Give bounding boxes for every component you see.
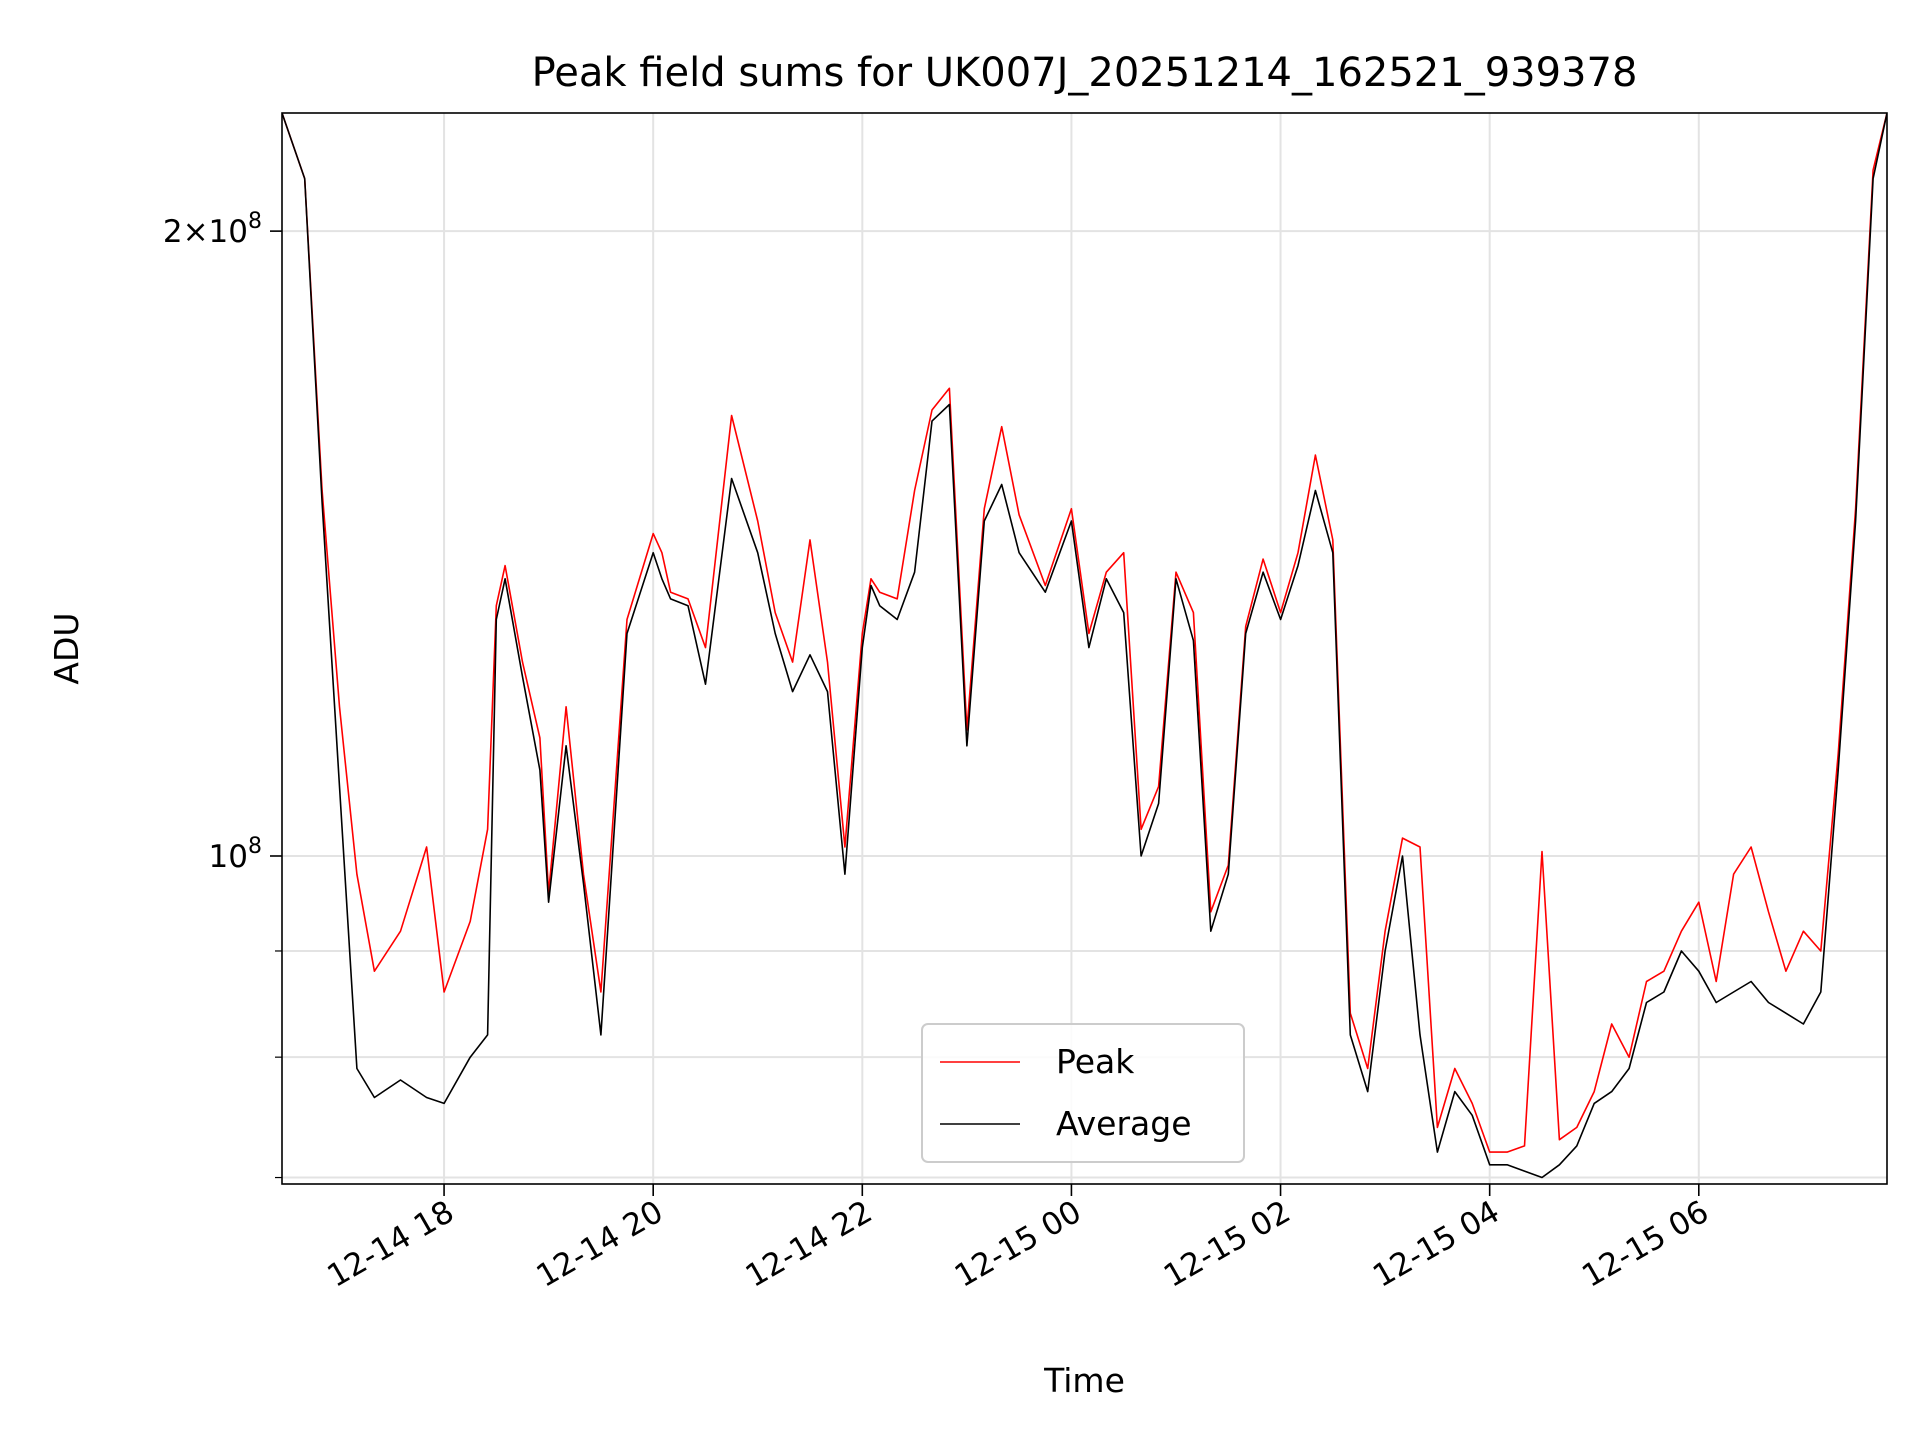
chart-title: Peak field sums for UK007J_20251214_1625… xyxy=(532,50,1638,96)
legend-label-average: Average xyxy=(1056,1104,1192,1143)
series-lines xyxy=(282,113,1887,1179)
y-axis-label: ADU xyxy=(47,612,86,684)
legend-box xyxy=(921,1023,1245,1163)
legend: Peak Average xyxy=(921,1023,1245,1163)
grid xyxy=(282,113,1887,1184)
series-line-average xyxy=(282,113,1887,1179)
x-axis-label: Time xyxy=(1043,1361,1125,1400)
y-tick-label: 108 xyxy=(209,834,262,875)
y-tick-label: 2×108 xyxy=(163,209,262,250)
plot-frame xyxy=(281,112,1888,1185)
series-line-peak xyxy=(282,113,1887,1153)
legend-label-peak: Peak xyxy=(1056,1042,1135,1081)
